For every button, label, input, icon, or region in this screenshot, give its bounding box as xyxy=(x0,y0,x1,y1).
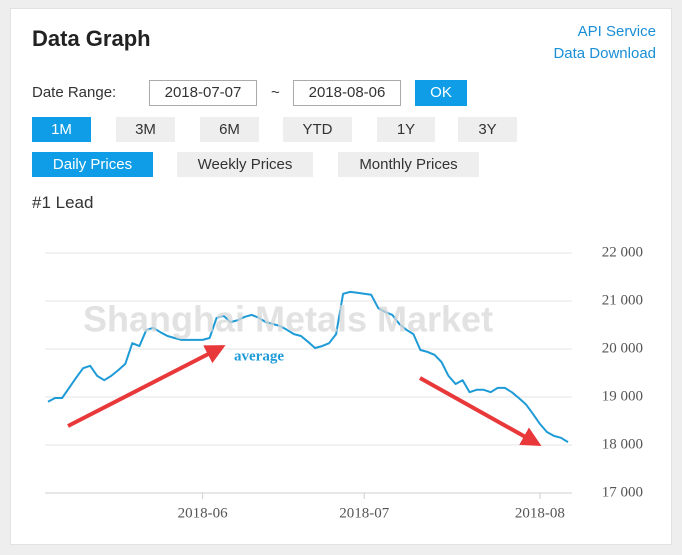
download-link[interactable]: Data Download xyxy=(553,45,656,62)
date-range-label: Date Range: xyxy=(32,84,117,101)
ok-button[interactable]: OK xyxy=(415,80,467,106)
separator: ~ xyxy=(271,84,280,101)
y-tick-label: 17 000 xyxy=(602,484,643,500)
price-type-button[interactable]: Daily Prices xyxy=(32,152,153,177)
watermark: Shanghai Metals Market xyxy=(83,299,493,340)
period-button[interactable]: 1Y xyxy=(377,117,435,142)
period-button[interactable]: 1M xyxy=(32,117,91,142)
price-type-button[interactable]: Monthly Prices xyxy=(338,152,479,177)
annotation: average xyxy=(234,348,284,364)
arrow-up xyxy=(67,345,226,428)
y-tick-label: 19 000 xyxy=(602,388,643,404)
period-button[interactable]: YTD xyxy=(283,117,352,142)
arrow-down xyxy=(419,376,542,446)
start-date[interactable]: 2018-07-07 xyxy=(149,80,257,106)
y-tick-label: 18 000 xyxy=(602,436,643,452)
x-tick-label: 2018-07 xyxy=(339,505,389,521)
chart-title: #1 Lead xyxy=(32,193,94,212)
panel xyxy=(10,8,672,545)
page-title: Data Graph xyxy=(32,26,151,51)
period-button[interactable]: 6M xyxy=(200,117,259,142)
period-button[interactable]: 3Y xyxy=(458,117,517,142)
period-button[interactable]: 3M xyxy=(116,117,175,142)
price-type-button[interactable]: Weekly Prices xyxy=(177,152,313,177)
x-tick-label: 2018-06 xyxy=(178,505,228,521)
y-tick-label: 20 000 xyxy=(602,340,643,356)
y-tick-label: 21 000 xyxy=(602,292,643,308)
price-line xyxy=(47,290,569,443)
end-date[interactable]: 2018-08-06 xyxy=(293,80,401,106)
x-tick-label: 2018-08 xyxy=(515,505,565,521)
api-link[interactable]: API Service xyxy=(577,23,656,40)
y-tick-label: 22 000 xyxy=(602,244,643,260)
